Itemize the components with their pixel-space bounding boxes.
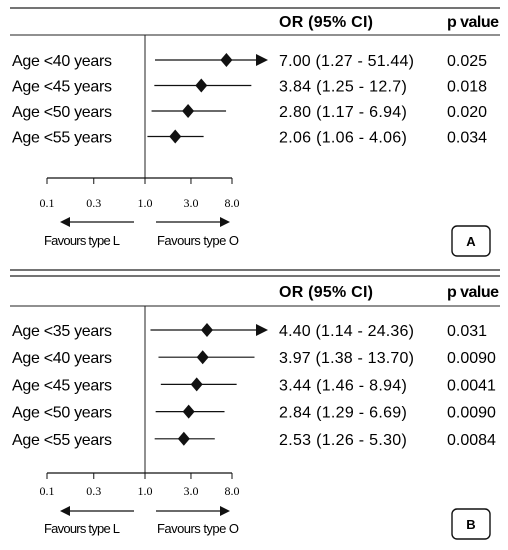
panel-b-p-value: 0.0041: [447, 377, 496, 394]
panel-b-or-point: [182, 404, 195, 419]
panel-b-favours-left-label: Favours type L: [44, 521, 120, 536]
panel-b-ci-text: 3.44 (1.46 - 8.94): [279, 377, 407, 394]
panel-a-row-label: Age <40 years: [12, 53, 112, 70]
panel-a-favours-right-arrowhead: [220, 217, 230, 227]
panel-b-or-point: [177, 431, 190, 446]
panel-b-x-tick-label: 0.1: [40, 484, 55, 498]
panel-b-row-label: Age <45 years: [12, 377, 112, 394]
panel-a-or-point: [220, 53, 233, 67]
panel-b-ci-text: 3.97 (1.38 - 13.70): [279, 350, 414, 367]
panel-b-row-label: Age <55 years: [12, 432, 112, 449]
panel-b-or-point: [196, 350, 209, 365]
panel-a-or-header: OR (95% CI): [279, 14, 373, 31]
panel-b-ci-text: 4.40 (1.14 - 24.36): [279, 323, 414, 340]
panel-b-p-header: p value: [447, 284, 499, 301]
panel-b-row-label: Age <40 years: [12, 350, 112, 367]
panel-b-ci-arrow: [256, 324, 268, 336]
panel-b-x-tick-label: 0.3: [86, 484, 101, 498]
panel-a-favours-right-label: Favours type O: [157, 233, 239, 248]
panel-a-p-value: 0.034: [447, 130, 487, 147]
panel-a-x-tick-label: 0.1: [40, 196, 55, 210]
panel-b-label: B: [466, 517, 475, 532]
panel-a-or-point: [195, 78, 208, 93]
panel-b-or-point: [190, 377, 203, 392]
panel-a-ci-text: 2.80 (1.17 - 6.94): [279, 104, 407, 121]
panel-b-ci-text: 2.53 (1.26 - 5.30): [279, 432, 407, 449]
panel-a-x-tick-label: 8.0: [225, 196, 240, 210]
panel-a-row-label: Age <55 years: [12, 130, 112, 147]
panel-b-or-point: [200, 323, 213, 337]
panel-a-ci-text: 3.84 (1.25 - 12.7): [279, 79, 407, 96]
panel-b-p-value: 0.0090: [447, 350, 496, 367]
panel-b-or-header: OR (95% CI): [279, 284, 373, 301]
panel-a-or-point: [169, 129, 182, 144]
panel-a-row-label: Age <45 years: [12, 79, 112, 96]
panel-b-row-label: Age <50 years: [12, 405, 112, 422]
panel-b-p-value: 0.0090: [447, 405, 496, 422]
panel-a-x-tick-label: 3.0: [183, 196, 198, 210]
panel-b-ci-text: 2.84 (1.29 - 6.69): [279, 405, 407, 422]
panel-b-label-box: [451, 508, 491, 540]
panel-a-x-tick-label: 1.0: [138, 196, 153, 210]
panel-a-ci-text: 2.06 (1.06 - 4.06): [279, 130, 407, 147]
panel-a-p-header: p value: [447, 14, 499, 31]
panel-b-favours-left-arrowhead: [60, 506, 70, 516]
panel-b-p-value: 0.0084: [447, 432, 496, 449]
panel-a-p-value: 0.020: [447, 104, 487, 121]
panel-b-x-tick-label: 1.0: [138, 484, 153, 498]
panel-a-p-value: 0.025: [447, 53, 487, 70]
panel-a-row-label: Age <50 years: [12, 104, 112, 121]
panel-b-x-tick-label: 8.0: [225, 484, 240, 498]
panel-a-x-tick-label: 0.3: [86, 196, 101, 210]
panel-b-row-label: Age <35 years: [12, 323, 112, 340]
panel-a-ci-arrow: [256, 54, 268, 66]
panel-b-favours-right-label: Favours type O: [157, 521, 239, 536]
panel-a-label-box: [451, 225, 491, 257]
panel-a-label: A: [466, 234, 476, 249]
panel-a-or-point: [182, 104, 195, 118]
panel-a-p-value: 0.018: [447, 79, 487, 96]
panel-b-x-tick-label: 3.0: [183, 484, 198, 498]
panel-a-ci-text: 7.00 (1.27 - 51.44): [279, 53, 414, 70]
panel-b-favours-right-arrowhead: [220, 506, 230, 516]
panel-a-favours-left-arrowhead: [60, 217, 70, 227]
panel-b-p-value: 0.031: [447, 323, 487, 340]
panel-a-favours-left-label: Favours type L: [44, 233, 120, 248]
